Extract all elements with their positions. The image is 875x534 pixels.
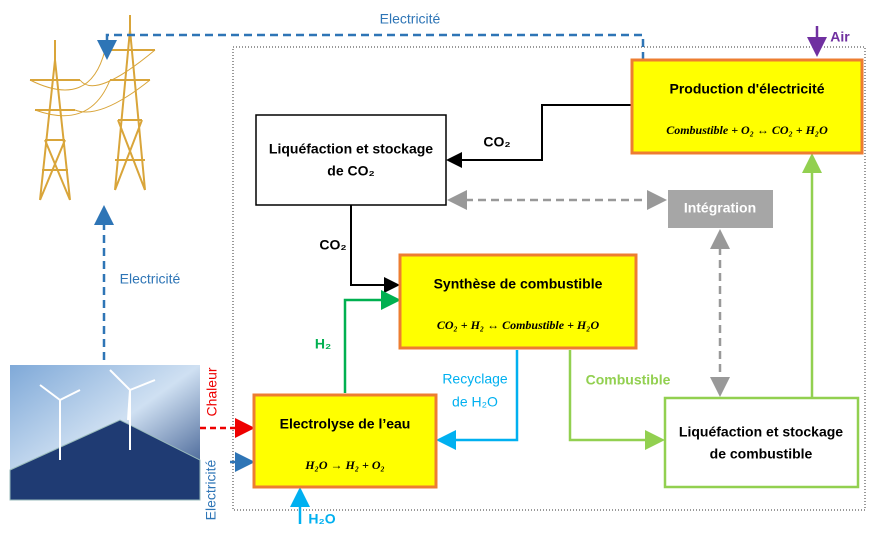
node-box: [252, 393, 438, 489]
edge-label: Chaleur: [204, 367, 220, 416]
edge-label: H₂O: [308, 511, 335, 527]
edge-label: Combustible: [586, 372, 671, 388]
node-title: de CO₂: [327, 163, 374, 179]
edge-label: Electricité: [380, 11, 441, 27]
node-box: [663, 396, 860, 489]
node-equation: Combustible + O₂ ↔ CO₂ + H₂O: [666, 123, 828, 137]
renewables-photo: [9, 365, 201, 501]
node-title: Production d'électricité: [669, 81, 824, 97]
node-title: de combustible: [710, 446, 813, 462]
edge-label: CO₂: [483, 134, 510, 150]
pylon-icon: [29, 15, 156, 201]
node-title: Liquéfaction et stockage: [269, 141, 433, 157]
electricity-arrow: [97, 33, 645, 60]
node-title: Synthèse de combustible: [434, 276, 603, 292]
node-box: [668, 190, 773, 228]
node-title: Liquéfaction et stockage: [679, 424, 843, 440]
recycle-arrow: [436, 350, 519, 450]
edge-label: Electricité: [120, 271, 181, 287]
edge-label: Air: [830, 29, 850, 45]
edge-label: Electricité: [203, 459, 219, 520]
edge-label: H₂: [315, 336, 331, 352]
node-equation: CO₂ + H₂ ↔ Combustible + H₂O: [437, 318, 600, 332]
system-boundary: [232, 46, 866, 511]
edge-label: CO₂: [319, 237, 346, 253]
node-box: [630, 58, 864, 155]
fuel-arrow: [568, 350, 665, 450]
node-box: [255, 114, 447, 206]
node-equation: H₂O → H₂ + O₂: [304, 458, 384, 472]
co2-arrow: [350, 205, 400, 293]
node-box: [398, 253, 638, 350]
node-title: Intégration: [684, 200, 756, 216]
node-title: Electrolyse de l’eau: [280, 416, 411, 432]
edge-label: de H₂O: [452, 394, 498, 410]
co2-arrow: [446, 104, 632, 168]
edge-label: Recyclage: [442, 371, 508, 387]
h2-arrow: [343, 290, 401, 393]
